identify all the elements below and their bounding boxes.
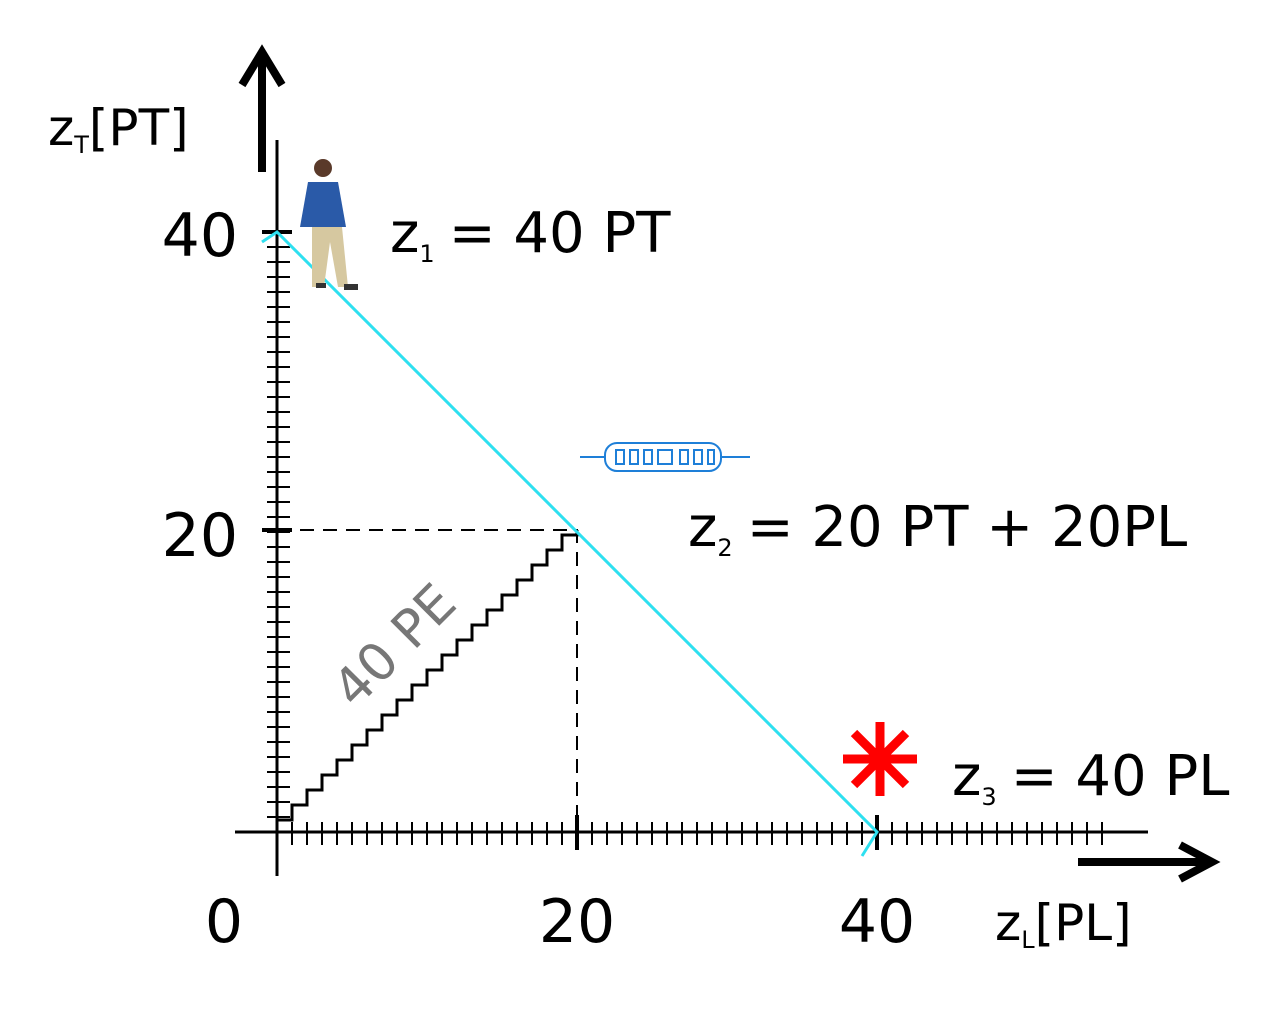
expression: = 40 PT <box>449 201 672 266</box>
point-label: z2 = 20 PT + 20PL <box>688 495 1187 562</box>
subscript: T <box>73 131 89 159</box>
y-axis-label: zT[PT] <box>48 99 189 159</box>
x-tick-label: 0 <box>205 887 243 957</box>
x-tick-label: 40 <box>839 887 915 957</box>
y-tick-label: 40 <box>162 201 238 271</box>
subscript: 3 <box>981 783 996 811</box>
person-icon <box>300 159 358 290</box>
y-arrow <box>238 44 286 172</box>
subscript: L <box>1021 926 1035 954</box>
expression: = 40 PL <box>1011 744 1230 809</box>
symbol: z <box>390 201 419 266</box>
subscript: 1 <box>419 240 434 268</box>
x-axis-label: zL[PL] <box>995 894 1132 954</box>
staircase <box>277 530 579 822</box>
symbol: z <box>995 894 1021 952</box>
symbol: z <box>48 99 74 157</box>
budget-line <box>261 230 879 857</box>
symbol: z <box>688 495 717 560</box>
symbol: z <box>952 744 981 809</box>
unit: [PL] <box>1035 894 1132 952</box>
x-tick-label: 20 <box>539 887 615 957</box>
x-arrow <box>1078 841 1221 883</box>
point-label: z3 = 40 PL <box>952 744 1229 811</box>
subscript: 2 <box>717 534 732 562</box>
y-tick-label: 20 <box>162 501 238 571</box>
vehicle-icon <box>580 442 750 472</box>
point-label: z1 = 40 PT <box>390 201 671 268</box>
expression: = 20 PT + 20PL <box>747 495 1188 560</box>
explosion-icon <box>843 722 917 796</box>
staircase-label: 40 PE <box>322 573 468 719</box>
unit: [PT] <box>89 99 189 157</box>
